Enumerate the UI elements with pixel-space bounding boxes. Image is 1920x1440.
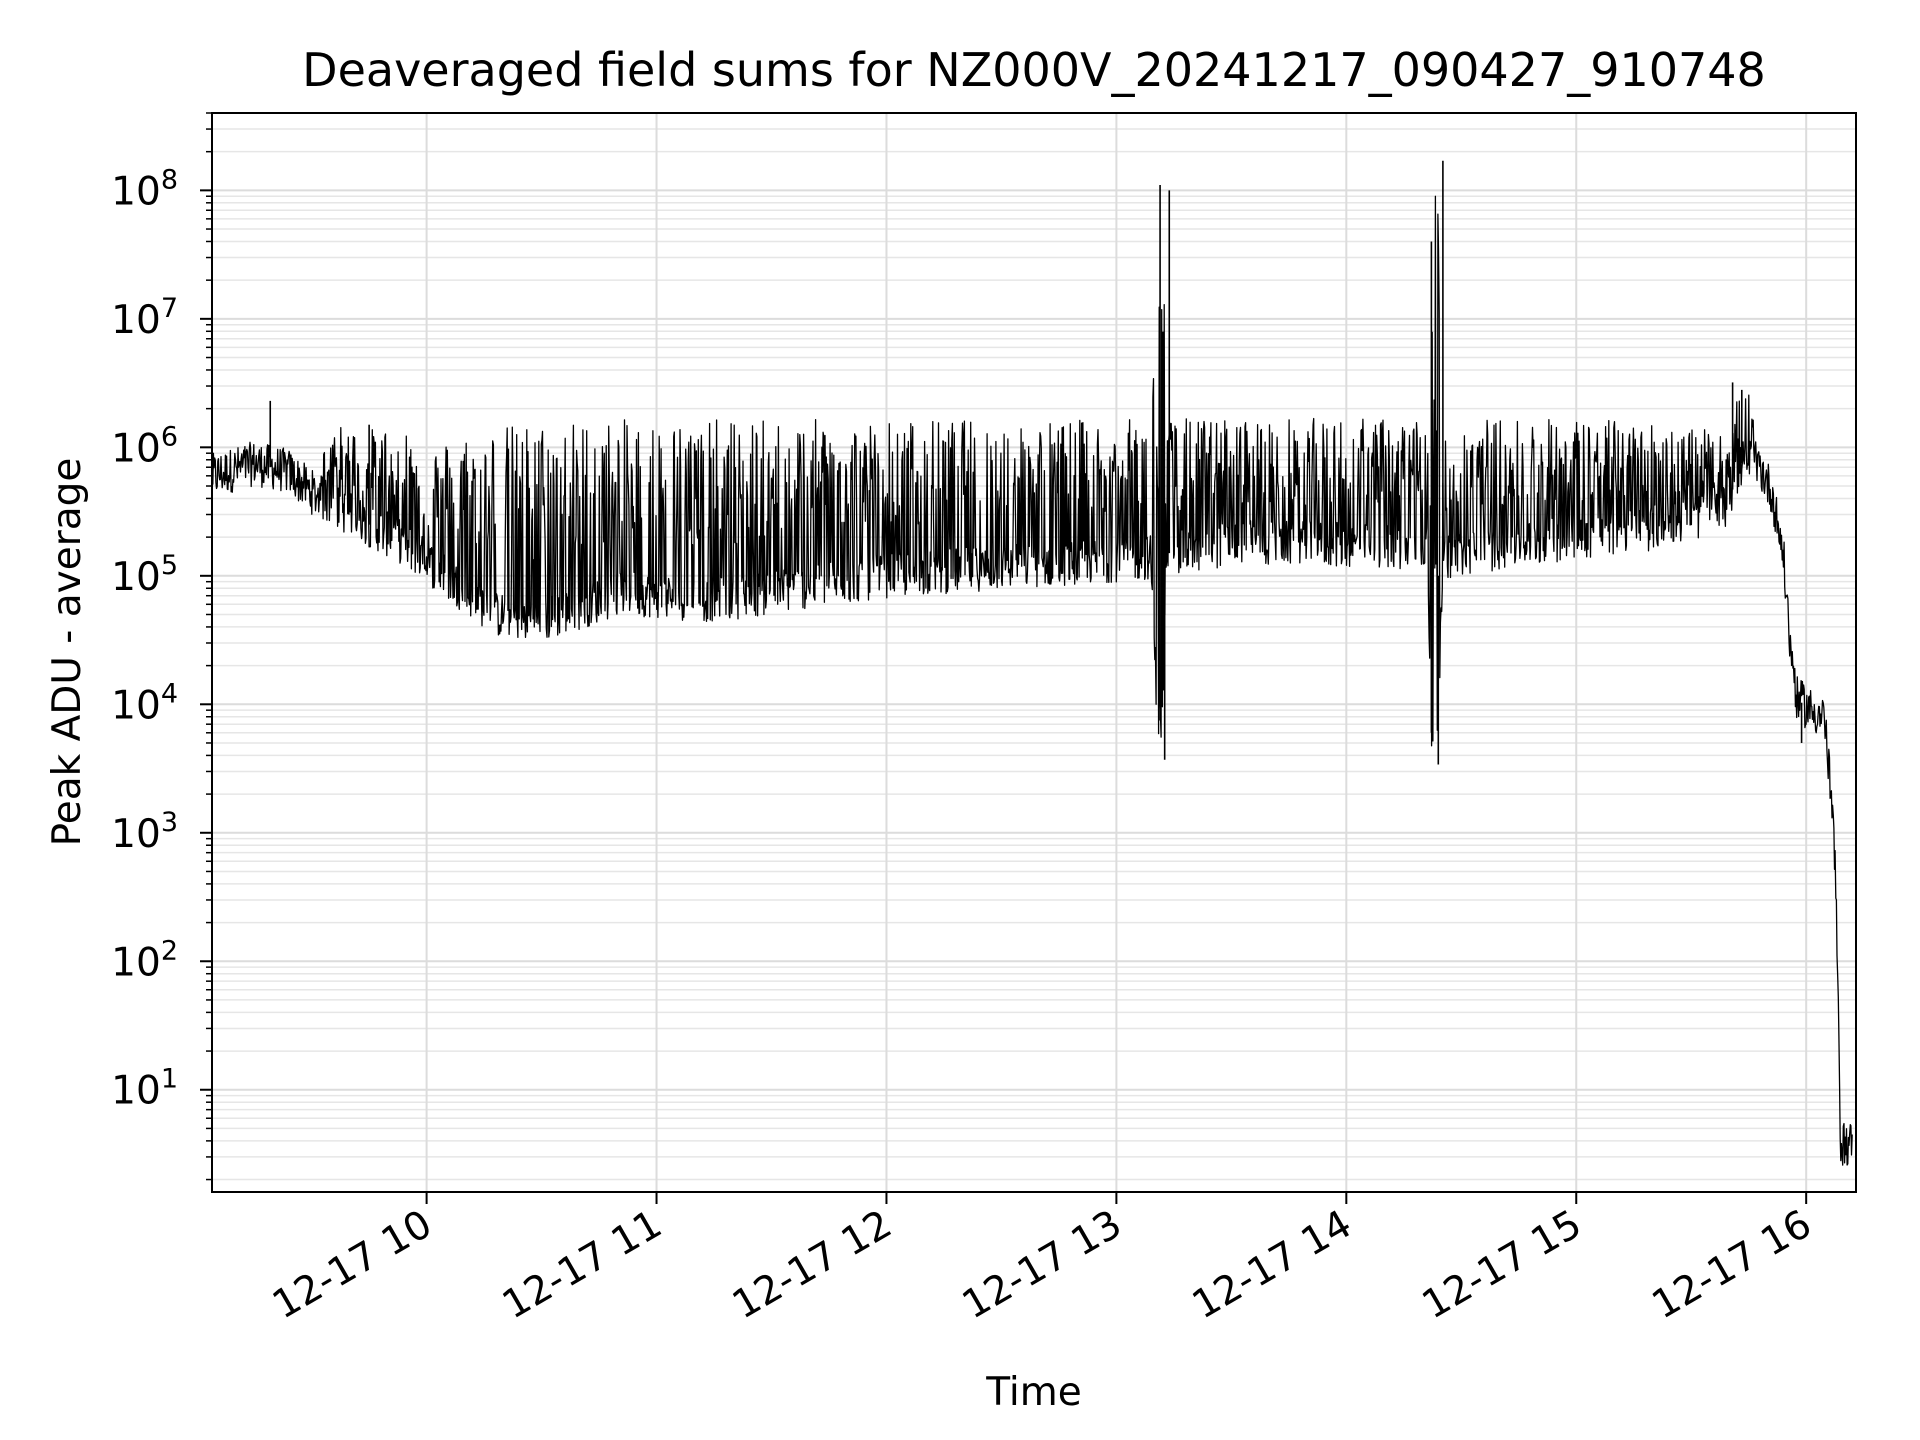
plot-frame: [211, 112, 1857, 1193]
chart-title: Deaveraged field sums for NZ000V_2024121…: [302, 43, 1766, 97]
y-tick-label: 105: [111, 550, 178, 600]
grid: [212, 112, 1856, 1192]
y-tick-label: 108: [111, 164, 178, 214]
y-tick-label: 103: [111, 807, 178, 857]
y-tick-label: 104: [111, 678, 178, 728]
series-line: [212, 195, 1853, 1166]
y-tick-label: 106: [111, 421, 178, 471]
y-tick-label: 102: [111, 935, 178, 985]
plot-data: [212, 160, 1853, 1166]
y-tick-label: 107: [111, 293, 178, 343]
y-axis-label: Peak ADU - average: [45, 458, 90, 847]
y-tick-label: 101: [111, 1064, 178, 1114]
x-axis-label: Time: [985, 1370, 1081, 1415]
